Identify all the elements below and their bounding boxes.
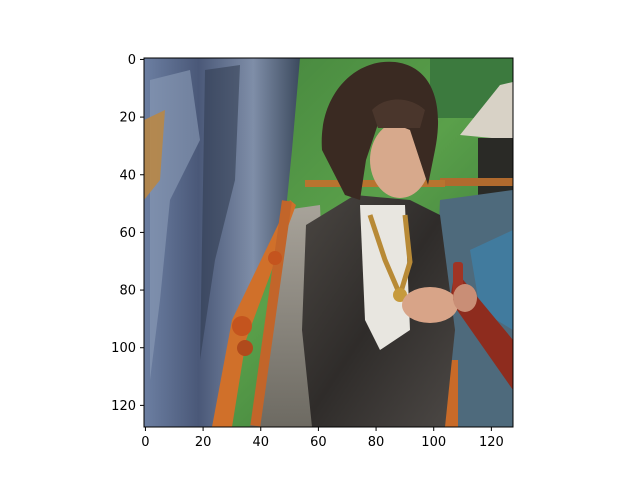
y-tick-label: 100 (111, 341, 136, 356)
plot-frame (143, 57, 514, 428)
x-axis: 0 20 40 60 80 100 120 (141, 427, 504, 450)
x-tick-label: 60 (310, 435, 327, 450)
y-tick-label: 80 (119, 284, 136, 299)
image-content (144, 58, 513, 427)
x-tick-label: 0 (141, 435, 149, 450)
y-tick-label: 20 (119, 111, 136, 126)
x-tick-label: 20 (195, 435, 212, 450)
x-tick-label: 40 (252, 435, 269, 450)
y-tick-label: 120 (111, 399, 136, 414)
y-tick-label: 60 (119, 226, 136, 241)
y-tick-label: 40 (119, 168, 136, 183)
y-tick-label: 0 (128, 53, 136, 68)
x-tick-label: 100 (421, 435, 446, 450)
y-axis: 0 20 40 60 80 100 120 (111, 53, 144, 414)
x-tick-label: 80 (368, 435, 385, 450)
x-tick-label: 120 (479, 435, 504, 450)
